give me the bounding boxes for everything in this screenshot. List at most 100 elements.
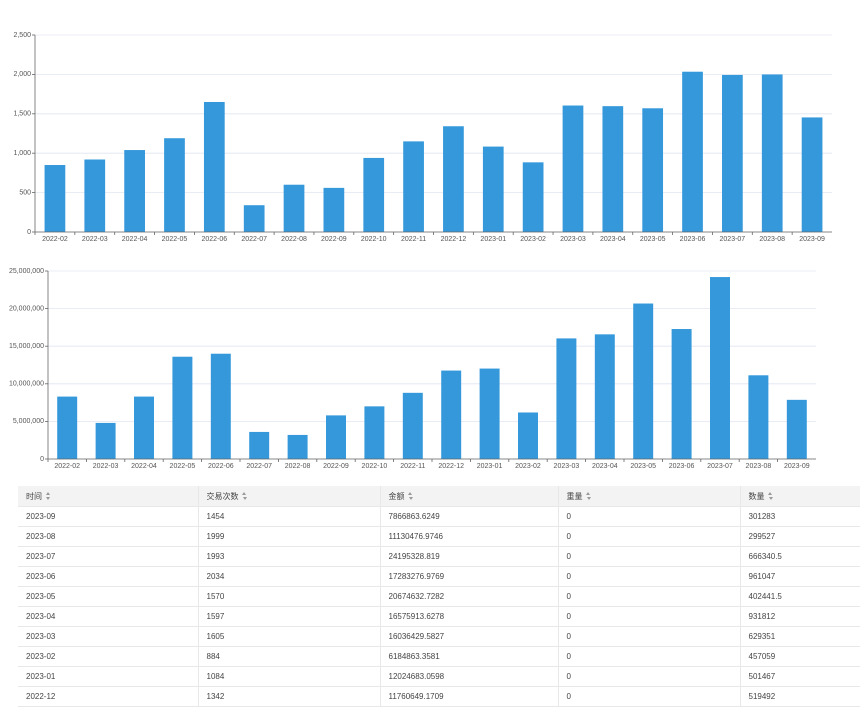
table-cell: 1993 xyxy=(198,546,381,567)
table-row: 2022-12 1342 11760649.1709 0 519492 xyxy=(18,686,860,707)
bar xyxy=(203,101,225,232)
table-cell: 2022-12 xyxy=(18,686,199,707)
table-cell: 0 xyxy=(558,686,741,707)
x-tick-label: 2023-06 xyxy=(669,463,695,470)
x-tick-label: 2022-04 xyxy=(131,463,157,470)
table-cell: 402441.5 xyxy=(740,586,860,607)
table-cell: 0 xyxy=(558,546,741,567)
table-row: 2023-04 1597 16575913.6278 0 931812 xyxy=(18,606,860,627)
table-cell: 1084 xyxy=(198,666,381,687)
table-cell: 17283276.9769 xyxy=(380,566,559,587)
table-cell: 0 xyxy=(558,646,741,667)
header-text: 时间 xyxy=(26,491,42,501)
x-tick-label: 2022-10 xyxy=(361,236,387,243)
x-tick-label: 2022-04 xyxy=(122,236,148,243)
bar xyxy=(441,370,462,459)
bar xyxy=(243,205,265,232)
bar xyxy=(402,392,423,459)
table-cell: 2023-06 xyxy=(18,566,199,587)
table-row: 2023-01 1084 12024683.0598 0 501467 xyxy=(18,666,860,687)
x-tick-label: 2022-02 xyxy=(42,236,68,243)
bar xyxy=(443,126,464,232)
x-tick-label: 2022-07 xyxy=(241,236,267,243)
table-cell: 1454 xyxy=(198,506,381,527)
table-cell: 0 xyxy=(558,626,741,647)
column-header[interactable]: 数量 xyxy=(740,486,860,507)
bar xyxy=(522,162,544,232)
sort-icon xyxy=(768,491,773,500)
column-header[interactable]: 金额 xyxy=(380,486,559,507)
table-cell: 1605 xyxy=(198,626,381,647)
x-tick-label: 2022-03 xyxy=(93,463,119,470)
table-cell: 12024683.0598 xyxy=(380,666,559,687)
x-tick-label: 2023-04 xyxy=(600,236,626,243)
y-tick-label: 10,000,000 xyxy=(9,381,44,388)
bar xyxy=(642,108,664,232)
column-header[interactable]: 交易次数 xyxy=(198,486,381,507)
x-tick-label: 2023-01 xyxy=(477,463,503,470)
table-cell: 0 xyxy=(558,506,741,527)
table-cell: 2023-04 xyxy=(18,606,199,627)
column-header[interactable]: 重量 xyxy=(558,486,741,507)
sort-icon xyxy=(242,491,247,500)
table-row: 2023-03 1605 16036429.5827 0 629351 xyxy=(18,626,860,647)
table-cell: 2034 xyxy=(198,566,381,587)
header-row: 时间 交易次数 金额 重量 数量 xyxy=(18,486,860,507)
bar xyxy=(594,334,615,459)
table-cell: 1342 xyxy=(198,686,381,707)
table-cell: 457059 xyxy=(740,646,860,667)
bar xyxy=(134,396,154,459)
bar xyxy=(786,399,807,459)
bar xyxy=(84,159,106,232)
y-tick-label: 500 xyxy=(19,189,31,196)
table-cell: 16575913.6278 xyxy=(380,606,559,627)
x-tick-label: 2022-09 xyxy=(321,236,347,243)
x-tick-label: 2022-11 xyxy=(401,236,426,243)
table-cell: 1999 xyxy=(198,526,381,547)
x-tick-label: 2023-09 xyxy=(784,463,810,470)
header-text: 金额 xyxy=(388,491,405,501)
x-tick-label: 2023-05 xyxy=(630,463,656,470)
bar xyxy=(326,415,346,459)
bar xyxy=(363,157,385,232)
y-tick-label: 1,500 xyxy=(13,111,31,118)
x-tick-label: 2023-06 xyxy=(680,236,706,243)
bar xyxy=(364,406,385,459)
data-table: 时间 交易次数 金额 重量 数量 2023-09 1454 7866863.6249 0 301… xyxy=(18,486,860,707)
bar xyxy=(518,412,538,459)
bar xyxy=(671,329,692,459)
x-tick-label: 2023-07 xyxy=(720,236,746,243)
table-cell: 24195328.819 xyxy=(380,546,559,567)
table-cell: 519492 xyxy=(740,686,860,707)
table-cell: 501467 xyxy=(740,666,860,687)
table-cell: 666340.5 xyxy=(740,546,860,567)
x-tick-label: 2022-06 xyxy=(208,463,234,470)
table-cell: 11760649.1709 xyxy=(380,686,559,707)
table-cell: 0 xyxy=(558,566,741,587)
table-row: 2023-07 1993 24195328.819 0 666340.5 xyxy=(18,546,860,567)
table-cell: 0 xyxy=(558,586,741,607)
x-tick-label: 2023-07 xyxy=(707,463,733,470)
bar xyxy=(164,138,185,232)
table-cell: 16036429.5827 xyxy=(380,626,559,647)
x-tick-label: 2022-12 xyxy=(438,463,464,470)
x-tick-label: 2022-12 xyxy=(441,236,467,243)
y-tick-label: 2,500 xyxy=(13,32,31,39)
charts: 0 500 1,000 1,500 2,000 2,500 2022-02 2022-03 20… xyxy=(9,32,832,470)
table-cell: 2023-05 xyxy=(18,586,199,607)
x-tick-label: 2023-05 xyxy=(640,236,666,243)
column-header[interactable]: 时间 xyxy=(18,486,199,507)
sort-icon xyxy=(45,491,50,500)
table-cell: 6184863.3581 xyxy=(380,646,559,667)
y-tick-label: 2,000 xyxy=(13,71,31,78)
bar xyxy=(283,184,305,232)
table-cell: 884 xyxy=(198,646,381,667)
x-tick-label: 2022-02 xyxy=(54,463,80,470)
table-cell: 961047 xyxy=(740,566,860,587)
bar xyxy=(479,368,500,459)
table-cell: 0 xyxy=(558,526,741,547)
x-tick-label: 2022-07 xyxy=(246,463,272,470)
bar xyxy=(633,303,654,459)
x-tick-label: 2022-03 xyxy=(82,236,108,243)
